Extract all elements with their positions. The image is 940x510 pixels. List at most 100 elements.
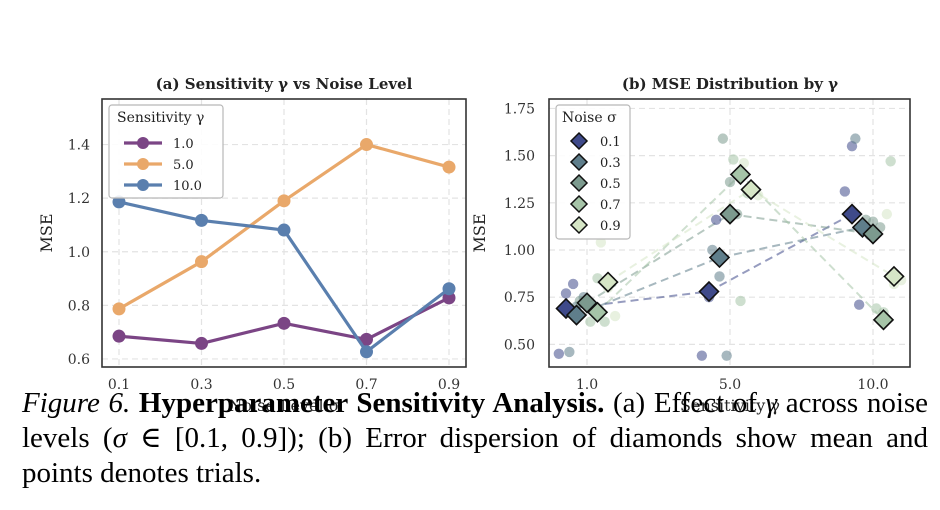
- panel-b-mean-diamond-0.5: [719, 203, 741, 225]
- panel-b-mean-diamond-0.1: [841, 203, 863, 225]
- caption-sigma: σ: [112, 422, 127, 454]
- panel-b-trial-point-0.5: [867, 216, 879, 227]
- panel-b-trial-point-0.7: [735, 295, 746, 307]
- panel-a-point-5.0: [195, 255, 208, 269]
- panel-b-title: (b) MSE Distribution by γ: [622, 75, 838, 93]
- panel-b-scatter-chart: (b) MSE Distribution by γ 1.0 5.0 10.00.50…: [470, 75, 911, 415]
- caption-line2a: across noise levels (: [22, 387, 929, 454]
- panel-a-legend-marker: [137, 137, 149, 149]
- panel-b-mean-diamond-0.7: [729, 163, 752, 186]
- caption-title: Hyperparameter Sensitivity Analysis.: [138, 387, 605, 419]
- caption-line1: (a) Effect of: [613, 387, 757, 419]
- panel-b-trial-point-0.7: [885, 156, 896, 167]
- panel-b-x-label: Sensitivity γ: [680, 396, 780, 415]
- panel-a-legend-label: 10.0: [173, 179, 202, 194]
- panel-a-point-1.0: [360, 332, 373, 346]
- panel-a-x-tick: 0.1: [108, 377, 130, 393]
- panel-b-x-tick: 10.0: [857, 377, 888, 393]
- panel-b-mean-diamond-0.9: [883, 265, 905, 288]
- panel-b-y-label: MSE: [470, 213, 489, 252]
- panel-b-trial-point-0.3: [721, 350, 732, 361]
- panel-b-y-tick: 1.75: [504, 101, 535, 117]
- panel-a-title: (a) Sensitivity γ vs Noise Level: [156, 75, 413, 93]
- panel-b-y-tick: 1.25: [504, 196, 535, 212]
- panel-b-legend-marker: [569, 131, 589, 151]
- panel-b-legend-label: 0.3: [600, 156, 621, 171]
- panel-b-trial-point-0.7: [599, 316, 610, 327]
- panel-a-line-chart: (a) Sensitivity γ vs Noise Level 0.1 0.3 0…: [37, 75, 467, 415]
- panel-b-mean-diamond-0.9: [597, 271, 619, 293]
- panel-b-mean-line-0.5: [586, 213, 874, 304]
- panel-b-legend-label: 0.7: [600, 198, 621, 213]
- panel-b-y-tick: 1.50: [504, 149, 535, 165]
- panel-b-mean-diamond-0.3: [565, 304, 588, 326]
- panel-b-mean-diamond-0.5: [862, 223, 884, 245]
- panel-a-legend-marker: [137, 179, 149, 191]
- panel-b-trial-point-0.5: [724, 176, 736, 188]
- panel-b-trial-point-0.3: [564, 346, 575, 358]
- panel-b-trial-point-0.5: [717, 133, 729, 144]
- panel-b-legend-label: 0.9: [600, 219, 621, 234]
- panel-b-mean-diamond-0.3: [708, 246, 731, 269]
- panel-b-frame: [548, 98, 911, 368]
- panel-a-x-tick: 0.5: [273, 377, 295, 393]
- panel-b-trial-point-0.7: [585, 316, 596, 327]
- panel-b-trial-point-0.9: [595, 237, 607, 248]
- panel-b-y-tick: 0.50: [504, 337, 535, 353]
- panel-b-trial-point-0.3: [850, 133, 861, 144]
- panel-a-x-tick: 0.7: [355, 377, 377, 393]
- panel-a-x-tick: 0.3: [190, 377, 212, 393]
- panel-a-x-label: Noise Level σ: [228, 396, 339, 415]
- panel-a-point-10.0: [360, 345, 373, 359]
- panel-b-trial-point-0.1: [567, 278, 579, 290]
- panel-a-frame: [101, 98, 467, 368]
- panel-b-legend-marker: [569, 152, 589, 172]
- panel-a-point-10.0: [112, 195, 126, 209]
- panel-a-y-tick: 1.0: [68, 245, 90, 261]
- panel-a-point-5.0: [360, 138, 373, 152]
- panel-a-y-tick: 0.6: [68, 352, 90, 368]
- panel-a-point-5.0: [112, 302, 126, 316]
- panel-b-legend-marker: [569, 194, 589, 214]
- caption-line3: diamonds show mean and points denotes tr…: [22, 422, 929, 489]
- panel-a-legend-label: 5.0: [173, 158, 194, 173]
- panel-b-legend-title: Noise σ: [562, 110, 617, 126]
- panel-a-point-10.0: [442, 282, 456, 296]
- panel-b-mean-diamond-0.7: [586, 301, 609, 323]
- panel-a-legend-box: [108, 104, 224, 199]
- panel-a-y-tick: 1.2: [68, 191, 90, 207]
- panel-a-point-10.0: [277, 223, 291, 237]
- panel-a-x-tick: 0.9: [438, 377, 460, 393]
- panel-b-trial-point-0.1: [553, 348, 565, 359]
- panel-a-point-5.0: [442, 160, 456, 174]
- caption-gamma: γ: [765, 387, 778, 419]
- panel-a-y-tick: 0.8: [68, 298, 90, 314]
- panel-a-point-1.0: [112, 329, 126, 343]
- panel-a-point-5.0: [277, 194, 291, 208]
- panel-a-y-label: MSE: [37, 213, 56, 252]
- panel-b-trial-point-0.1: [710, 214, 722, 225]
- panel-b-legend: Noise σ 0.1 0.3 0.5 0.7 0.9: [555, 104, 631, 240]
- caption-line2b: ∈ [0.1, 0.9]); (b) Error dispersion of: [140, 422, 597, 454]
- panel-a-point-1.0: [442, 291, 456, 305]
- panel-a-legend: Sensitivity γ 1.0 5.0 10.0: [108, 104, 224, 199]
- panel-a-point-1.0: [195, 336, 208, 350]
- panel-b-trial-point-0.7: [728, 154, 739, 165]
- panel-b-x-tick: 5.0: [719, 377, 741, 393]
- panel-b-legend-marker: [569, 215, 589, 235]
- panel-a-legend-title: Sensitivity γ: [117, 110, 204, 126]
- panel-b-trial-point-0.1: [696, 350, 708, 361]
- panel-b-legend-marker: [569, 173, 589, 193]
- panel-b-trial-point-0.3: [714, 271, 725, 282]
- panel-a-point-10.0: [195, 213, 208, 227]
- panel-b-x-tick: 1.0: [576, 377, 598, 393]
- panel-b-mean-diamond-0.9: [740, 178, 762, 201]
- panel-b-trial-point-0.9: [881, 208, 893, 220]
- panel-b-trial-point-0.1: [560, 288, 572, 299]
- panel-b-mean-diamond-0.1: [698, 280, 720, 303]
- panel-b-mean-diamond-0.7: [872, 309, 895, 331]
- panel-b-legend-label: 0.5: [600, 177, 621, 192]
- panel-a-legend-label: 1.0: [173, 137, 194, 152]
- panel-b-y-tick: 0.75: [504, 290, 535, 306]
